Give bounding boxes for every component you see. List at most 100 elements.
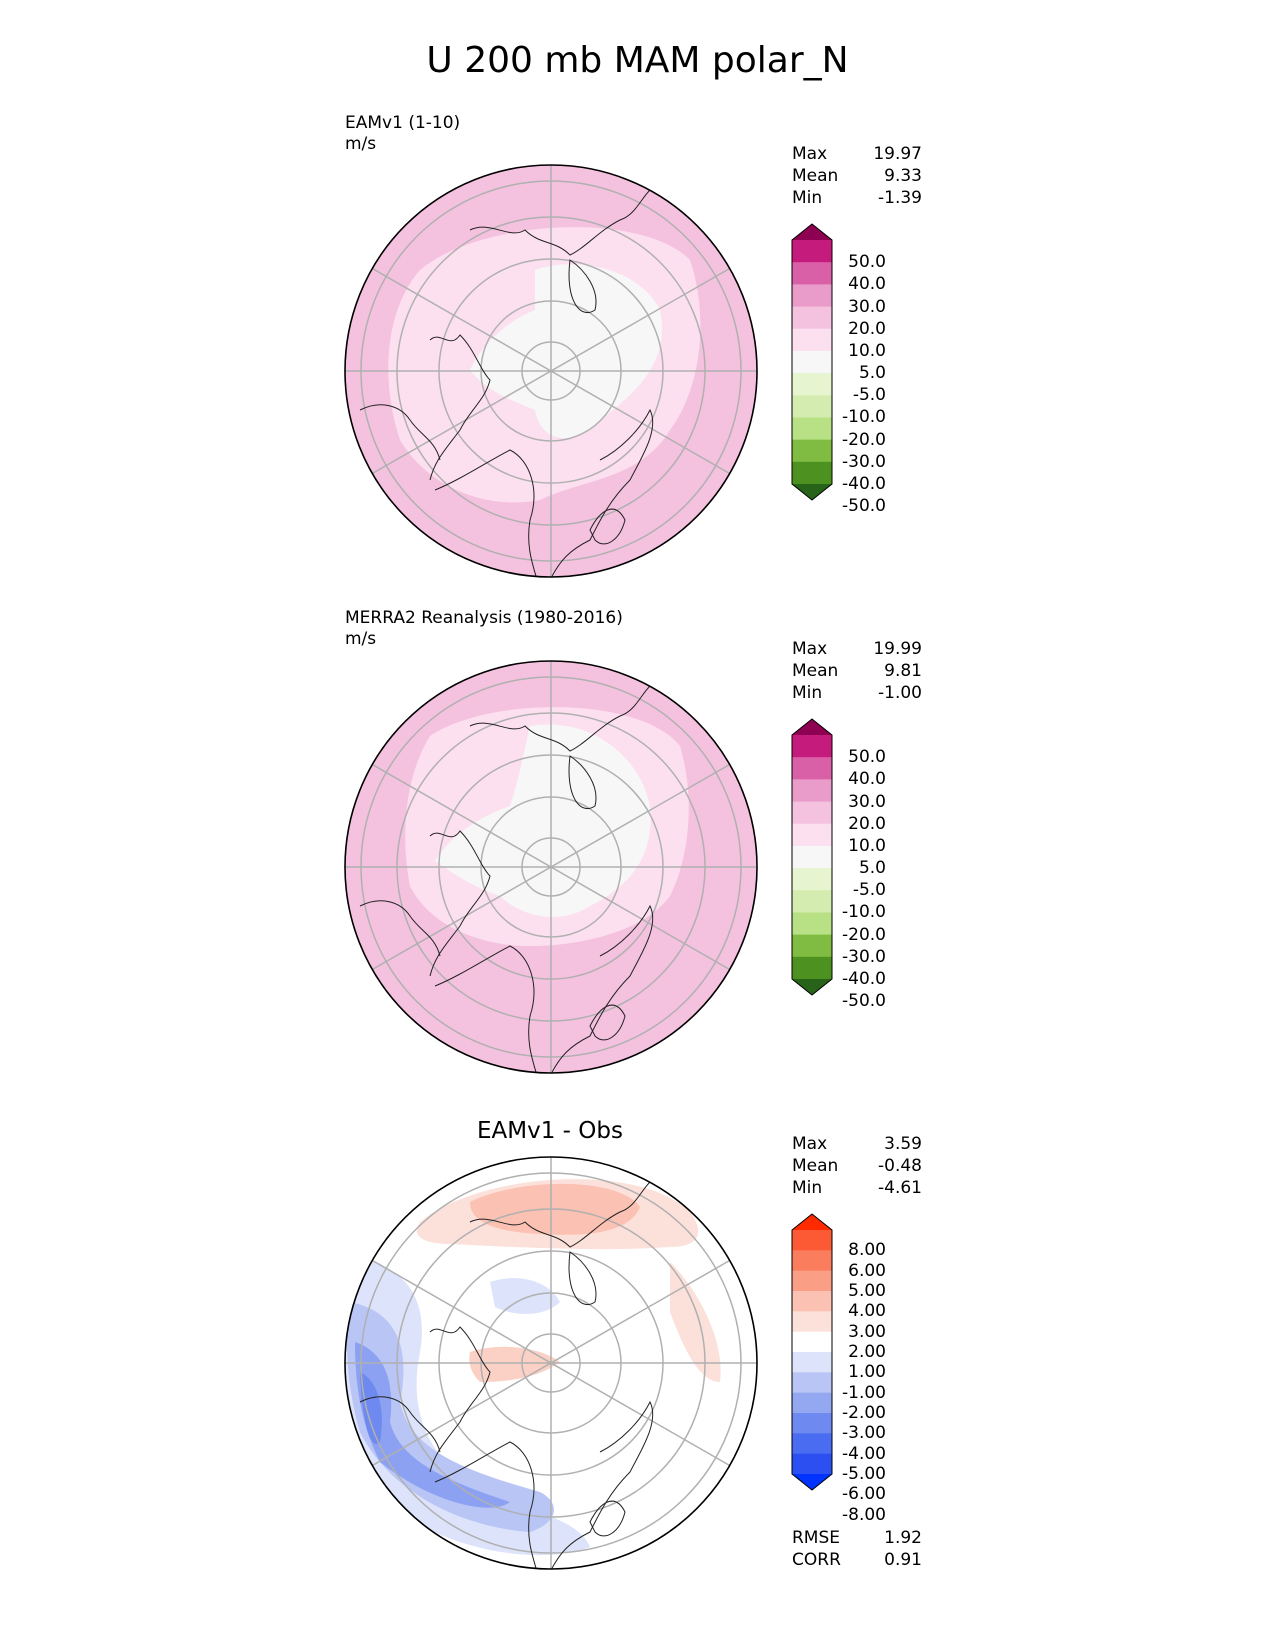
reference-panel-label: MERRA2 Reanalysis (1980-2016) m/s — [345, 608, 623, 650]
map-border — [344, 164, 758, 578]
test-units: m/s — [345, 134, 377, 154]
colorbar-outline — [791, 223, 833, 501]
colorbar-tick-label: -10.0 — [842, 407, 886, 428]
test-panel-label: EAMv1 (1-10) m/s — [345, 113, 460, 155]
reference-polar-map — [344, 660, 758, 1074]
colorbar-extension-max — [792, 224, 832, 240]
stat-row: Mean 9.33 — [792, 166, 922, 186]
test-stats: Max 19.97 Mean 9.33 Min -1.39 — [792, 143, 922, 209]
map-border — [344, 1156, 758, 1570]
colorbar-segment — [792, 439, 832, 463]
cool-core-region — [360, 1372, 382, 1444]
colorbar-tick-label: 1.00 — [848, 1362, 886, 1383]
stat-row: Mean 9.81 — [792, 661, 922, 681]
colorbar-extension-min — [792, 1474, 832, 1490]
difference-colorbar — [791, 1213, 833, 1491]
colorbar-outline — [791, 1213, 833, 1491]
colorbar-segment — [792, 395, 832, 418]
difference-error-stats: RMSE 1.92 CORR 0.91 — [792, 1527, 922, 1571]
colorbar-tick-label: -5.0 — [852, 880, 886, 901]
reference-colorbar-labels: -50.0 -40.0 -30.0 -20.0 -10.0 -5.0 5.0 10.0 20.0… — [826, 717, 886, 1017]
colorbar-tick-label: 4.00 — [848, 1301, 886, 1322]
colorbar-segment — [792, 1291, 832, 1312]
reference-stats: Max 19.99 Mean 9.81 Min -1.00 — [792, 638, 922, 704]
colorbar-tick-label: -40.0 — [842, 969, 886, 989]
colorbar-segment — [792, 890, 832, 913]
colorbar-tick-label: -1.00 — [842, 1382, 886, 1403]
colorbar-tick-label: 40.0 — [848, 274, 886, 295]
test-polar-map — [344, 164, 758, 578]
colorbar-segment — [792, 823, 832, 847]
cool-center-region — [490, 1278, 560, 1314]
colorbar-tick-label: 30.0 — [848, 791, 886, 812]
coastlines — [359, 685, 654, 1073]
colorbar-tick-label: -50.0 — [842, 991, 886, 1012]
colorbar-tick-label: 6.00 — [848, 1260, 886, 1281]
colorbar-tick-label: -30.0 — [842, 946, 886, 967]
stat-row: RMSE 1.92 — [792, 1528, 922, 1548]
colorbar-tick-label: -20.0 — [842, 429, 886, 450]
stat-row: CORR 0.91 — [792, 1550, 922, 1570]
colorbar-tick-label: -10.0 — [842, 902, 886, 923]
coastlines — [359, 1181, 654, 1569]
colorbar-segment — [792, 284, 832, 308]
colorbar-tick-label: 8.00 — [848, 1240, 886, 1261]
colorbar-tick-label: -5.00 — [842, 1464, 886, 1484]
colorbar-segment — [792, 328, 832, 352]
colorbar-segment — [792, 912, 832, 936]
colorbar-extension-min — [792, 979, 832, 995]
graticule — [345, 165, 757, 577]
difference-title: EAMv1 - Obs — [477, 1118, 623, 1144]
reference-units: m/s — [345, 629, 377, 649]
colorbar-tick-label: 2.00 — [848, 1342, 886, 1362]
stat-row: Max 19.99 — [792, 639, 922, 659]
colorbar-outline — [791, 718, 833, 996]
colorbar-tick-label: 5.00 — [848, 1281, 886, 1301]
reference-model-name: MERRA2 Reanalysis (1980-2016) — [345, 608, 623, 628]
colorbar-segment — [792, 373, 832, 396]
colorbar-segment — [792, 1311, 832, 1333]
colorbar-tick-label: -2.00 — [842, 1403, 886, 1423]
colorbar-segment — [792, 779, 832, 803]
colorbar-segment — [792, 1250, 832, 1272]
colorbar-segment — [792, 868, 832, 891]
neutral-region — [435, 724, 651, 917]
colorbar-segment — [792, 1392, 832, 1414]
colorbar-tick-label: 30.0 — [848, 296, 886, 317]
colorbar-segment — [792, 757, 832, 780]
colorbar-tick-label: 3.00 — [848, 1321, 886, 1342]
difference-colorbar-labels: -8.00 -6.00 -5.00 -4.00 -3.00 -2.00 -1.00 1.00 2… — [826, 1212, 886, 1524]
colorbar-segment — [792, 1372, 832, 1394]
colorbar-tick-label: -8.00 — [842, 1504, 886, 1525]
test-colorbar-labels: -50.0 -40.0 -30.0 -20.0 -10.0 -5.0 5.0 10.0 20.0… — [826, 222, 886, 522]
figure-title: U 200 mb MAM polar_N — [426, 40, 849, 81]
neutral-region — [470, 264, 662, 439]
stat-row: Max 19.97 — [792, 144, 922, 164]
colorbar-segment — [792, 845, 832, 869]
colorbar-segment — [792, 262, 832, 285]
colorbar-tick-label: -20.0 — [842, 924, 886, 945]
colorbar-tick-label: 10.0 — [848, 340, 886, 361]
stat-row: Min -1.39 — [792, 188, 922, 208]
colorbar-segment — [792, 1433, 832, 1455]
coastlines — [359, 189, 654, 577]
colorbar-tick-label: -5.0 — [852, 385, 886, 406]
colorbar-segment — [792, 350, 832, 374]
colorbar-segment — [792, 735, 832, 758]
colorbar-segment — [792, 306, 832, 330]
colorbar-segment — [792, 1413, 832, 1434]
colorbar-segment — [792, 1331, 832, 1353]
colorbar-tick-label: 50.0 — [848, 747, 886, 768]
stat-row: Max 3.59 — [792, 1134, 922, 1154]
colorbar-tick-label: 10.0 — [848, 835, 886, 856]
colorbar-tick-label: 5.0 — [858, 363, 886, 384]
colorbar-segment — [792, 801, 832, 825]
difference-stats: Max 3.59 Mean -0.48 Min -4.61 — [792, 1133, 922, 1199]
test-model-name: EAMv1 (1-10) — [345, 113, 461, 133]
colorbar-extension-max — [792, 719, 832, 735]
colorbar-extension-max — [792, 1214, 832, 1230]
reference-colorbar — [791, 718, 833, 996]
colorbar-segment — [792, 956, 832, 980]
colorbar-tick-label: -50.0 — [842, 496, 886, 517]
stat-row: Min -1.00 — [792, 683, 922, 703]
